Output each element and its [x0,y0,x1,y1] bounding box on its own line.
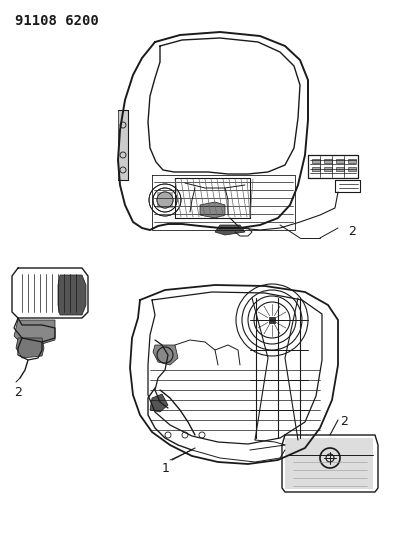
Bar [324,159,332,163]
Bar [324,167,332,171]
Polygon shape [157,192,173,208]
Bar [348,167,356,171]
Text: 2: 2 [348,225,356,238]
Text: 1: 1 [162,462,170,475]
Polygon shape [150,394,168,412]
Text: 91108 6200: 91108 6200 [15,14,99,28]
Bar [336,159,344,163]
Polygon shape [285,438,373,489]
Polygon shape [14,320,55,344]
Polygon shape [269,317,275,323]
Polygon shape [215,225,245,235]
Bar [312,159,320,163]
Polygon shape [58,275,86,315]
Bar [348,159,356,163]
Polygon shape [153,345,178,365]
Polygon shape [200,202,225,218]
Text: 2: 2 [340,415,348,428]
Bar [336,167,344,171]
Polygon shape [118,110,128,180]
Bar [312,167,320,171]
Polygon shape [16,338,44,358]
Text: 2: 2 [14,386,22,399]
